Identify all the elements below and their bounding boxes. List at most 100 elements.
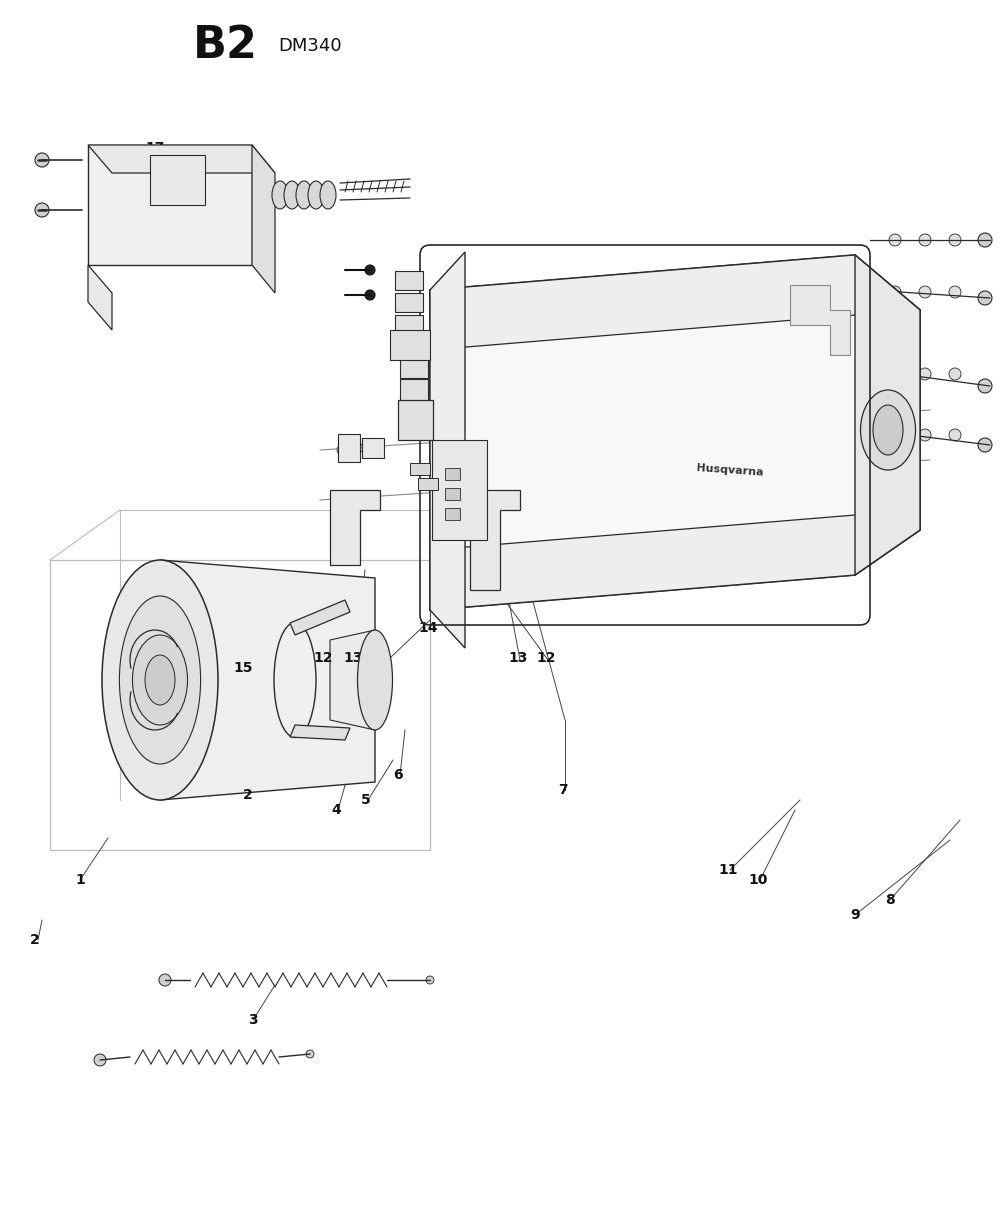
Circle shape	[919, 368, 931, 379]
Circle shape	[338, 548, 352, 562]
Circle shape	[978, 233, 992, 247]
Ellipse shape	[860, 390, 916, 471]
Circle shape	[978, 291, 992, 305]
Bar	[445, 468, 460, 480]
Circle shape	[919, 429, 931, 441]
Circle shape	[476, 544, 500, 567]
Polygon shape	[330, 490, 380, 565]
Bar	[400, 379, 428, 401]
Circle shape	[341, 599, 353, 612]
Polygon shape	[790, 285, 850, 355]
Circle shape	[426, 976, 434, 984]
Polygon shape	[470, 490, 520, 590]
Circle shape	[949, 368, 961, 379]
Ellipse shape	[873, 405, 903, 455]
Bar	[432, 440, 487, 540]
Circle shape	[159, 974, 171, 986]
Ellipse shape	[284, 181, 300, 209]
Text: 1: 1	[75, 873, 85, 886]
Ellipse shape	[296, 181, 312, 209]
Text: 7: 7	[558, 783, 568, 796]
Bar	[410, 463, 430, 475]
Text: 17: 17	[145, 141, 165, 154]
Polygon shape	[88, 145, 252, 265]
Bar	[400, 333, 428, 355]
Ellipse shape	[145, 655, 175, 705]
Text: 13: 13	[343, 651, 363, 665]
Polygon shape	[88, 265, 112, 330]
Circle shape	[889, 233, 901, 246]
Text: 9: 9	[850, 908, 860, 922]
Polygon shape	[855, 255, 920, 575]
Bar	[338, 434, 360, 462]
Circle shape	[365, 265, 375, 275]
Circle shape	[399, 300, 405, 306]
Circle shape	[399, 322, 405, 328]
Text: 10: 10	[748, 873, 768, 886]
Polygon shape	[330, 630, 375, 730]
Circle shape	[99, 167, 117, 184]
Circle shape	[889, 286, 901, 298]
Circle shape	[919, 233, 931, 246]
Circle shape	[360, 443, 370, 454]
Circle shape	[411, 300, 417, 306]
Polygon shape	[160, 561, 375, 800]
Circle shape	[411, 322, 417, 328]
Circle shape	[94, 1054, 106, 1066]
Polygon shape	[290, 725, 350, 741]
Circle shape	[365, 289, 375, 300]
Text: P1: P1	[170, 175, 184, 185]
Text: 8: 8	[885, 893, 895, 907]
Circle shape	[35, 153, 49, 167]
Bar	[445, 488, 460, 500]
Ellipse shape	[308, 181, 324, 209]
Bar	[395, 271, 423, 289]
Polygon shape	[88, 145, 275, 173]
Circle shape	[423, 479, 433, 489]
Bar	[398, 400, 433, 440]
Circle shape	[949, 429, 961, 441]
Circle shape	[949, 286, 961, 298]
Circle shape	[889, 429, 901, 441]
Text: 15: 15	[233, 662, 253, 675]
Polygon shape	[290, 599, 350, 635]
Text: B2: B2	[192, 24, 258, 68]
Bar	[400, 356, 428, 378]
Ellipse shape	[119, 596, 201, 764]
Ellipse shape	[272, 181, 288, 209]
Circle shape	[415, 465, 425, 474]
Polygon shape	[430, 255, 920, 370]
Circle shape	[889, 368, 901, 379]
Bar	[395, 293, 423, 313]
Text: 16: 16	[118, 655, 138, 670]
Circle shape	[399, 278, 405, 285]
Text: 14: 14	[418, 621, 438, 635]
Text: 13: 13	[508, 651, 528, 665]
Circle shape	[478, 580, 498, 599]
Text: 5: 5	[361, 793, 371, 807]
Circle shape	[978, 379, 992, 393]
Text: 12: 12	[313, 651, 333, 665]
Text: 2: 2	[243, 788, 253, 803]
Circle shape	[306, 1049, 314, 1058]
Circle shape	[949, 233, 961, 246]
Bar	[150, 154, 205, 206]
Ellipse shape	[102, 561, 218, 800]
Text: Husqvarna: Husqvarna	[696, 462, 764, 478]
Bar	[395, 315, 423, 334]
Circle shape	[978, 438, 992, 452]
Text: 12: 12	[536, 651, 556, 665]
Ellipse shape	[132, 635, 188, 725]
Circle shape	[341, 728, 353, 741]
Circle shape	[35, 203, 49, 216]
Bar	[445, 508, 460, 520]
Ellipse shape	[320, 181, 336, 209]
Bar	[418, 478, 438, 490]
Circle shape	[99, 206, 117, 224]
Text: 2: 2	[30, 933, 40, 947]
Text: DM340: DM340	[278, 36, 342, 55]
Circle shape	[411, 278, 417, 285]
Polygon shape	[252, 145, 275, 293]
Circle shape	[478, 573, 492, 587]
Ellipse shape	[358, 630, 392, 730]
